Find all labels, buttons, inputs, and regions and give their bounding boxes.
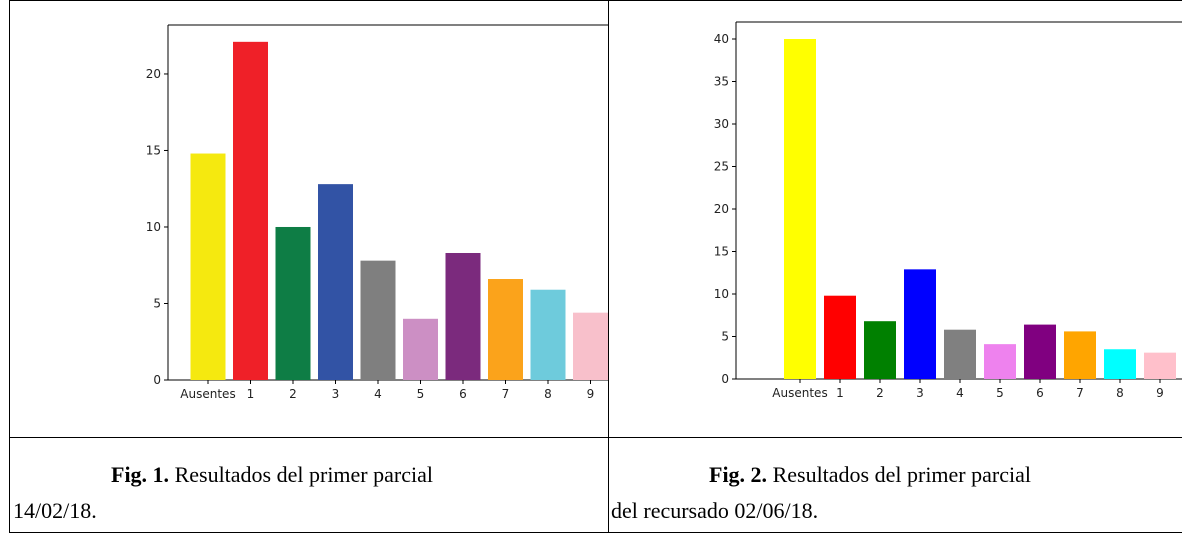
bar-3	[904, 269, 936, 379]
bar-4	[360, 260, 396, 380]
caption-fig-2-text: Resultados del primer parcial	[772, 462, 1031, 487]
y-tick-label: 5	[153, 296, 161, 310]
bar-8	[530, 289, 566, 380]
bar-ausentes	[190, 153, 226, 380]
bar-1	[824, 295, 856, 379]
chart-fig-1: 0 5 10 15 20 Ausentes 1 2 3 4 5 6 7 8 9	[146, 24, 608, 401]
x-tick-label: 1	[247, 387, 255, 401]
bar-6	[1024, 324, 1056, 379]
x-tick-label: 2	[289, 387, 297, 401]
bar-4	[944, 329, 976, 379]
x-tick-label: 5	[417, 387, 425, 401]
x-tick-label: 7	[1076, 386, 1084, 400]
x-tick-label: 3	[916, 386, 924, 400]
y-tick-label: 0	[721, 372, 729, 386]
y-tick-label: 15	[714, 245, 729, 259]
x-tick-label: 8	[544, 387, 552, 401]
bar-2	[864, 321, 896, 379]
x-tick-label: 4	[374, 387, 382, 401]
bar-2	[275, 226, 311, 380]
caption-fig-2-label: Fig. 2.	[709, 462, 768, 487]
y-tick-label: 0	[153, 373, 161, 387]
x-tick-label: 6	[459, 387, 467, 401]
x-tick-label: Ausentes	[772, 386, 827, 400]
x-tick-label: 2	[876, 386, 884, 400]
y-tick-label: 10	[146, 220, 161, 234]
table-row-divider	[10, 437, 1182, 438]
bar-5	[984, 344, 1016, 379]
y-tick-label: 20	[714, 202, 729, 216]
y-tick-label: 20	[146, 67, 161, 81]
y-tick-label: 5	[721, 330, 729, 344]
x-tick-label: 6	[1036, 386, 1044, 400]
x-tick-label: 7	[502, 387, 510, 401]
figure-table: 0 5 10 15 20 Ausentes 1 2 3 4 5 6 7 8 9 0 5 10 15 20 25 30 35…	[9, 0, 1182, 533]
x-tick-label: 9	[1156, 386, 1164, 400]
caption-fig-2-date: del recursado 02/06/18.	[611, 498, 819, 523]
table-top-border	[10, 0, 1182, 1]
x-tick-label: 9	[587, 387, 595, 401]
x-tick-label: 3	[332, 387, 340, 401]
x-tick-label: Ausentes	[180, 387, 235, 401]
caption-fig-1-label: Fig. 1.	[111, 462, 170, 487]
bar-ausentes	[784, 39, 816, 379]
table-column-divider	[608, 0, 609, 532]
y-tick-label: 15	[146, 143, 161, 157]
chart-fig-2: 0510152025303540Ausentes12345678910	[714, 21, 1182, 400]
x-tick-label: 5	[996, 386, 1004, 400]
bar-1	[233, 41, 268, 380]
bar-9	[573, 312, 608, 380]
caption-fig-1-date: 14/02/18.	[13, 498, 97, 523]
y-tick-label: 25	[714, 160, 729, 174]
bar-5	[403, 318, 438, 380]
y-tick-label: 40	[714, 32, 729, 46]
bar-3	[318, 184, 353, 380]
caption-fig-1: Fig. 1. Resultados del primer parcial 14…	[13, 457, 596, 529]
y-tick-label: 30	[714, 117, 729, 131]
caption-fig-2: Fig. 2. Resultados del primer parcial de…	[611, 457, 1182, 529]
bar-8	[1104, 349, 1136, 379]
y-tick-label: 10	[714, 287, 729, 301]
x-tick-label: 8	[1116, 386, 1124, 400]
bar-7	[488, 279, 523, 380]
bar-7	[1064, 331, 1096, 379]
x-tick-label: 4	[956, 386, 964, 400]
x-tick-label: 1	[836, 386, 844, 400]
caption-fig-1-text: Resultados del primer parcial	[174, 462, 433, 487]
y-tick-label: 35	[714, 75, 729, 89]
bar-6	[445, 252, 481, 380]
bar-9	[1144, 352, 1176, 379]
